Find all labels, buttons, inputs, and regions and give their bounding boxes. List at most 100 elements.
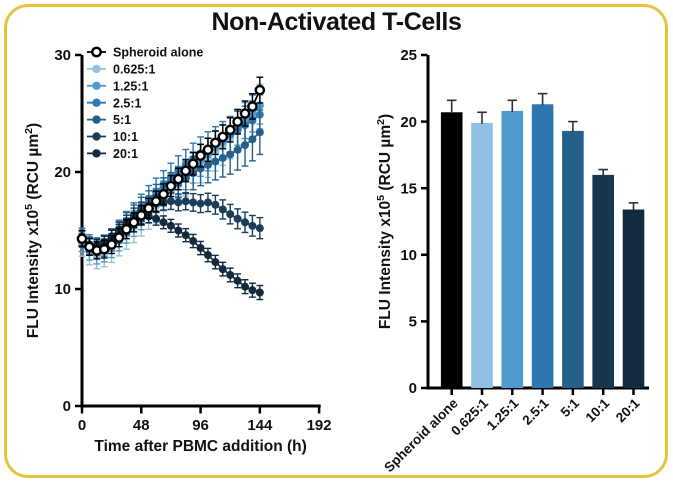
legend: Spheroid alone 0.625:1 1.25:1 2.5:1 5:1 10:1 2… bbox=[87, 46, 203, 161]
data-point bbox=[98, 243, 110, 255]
y-tick-label: 10 bbox=[54, 281, 71, 298]
category-label: 5:1 bbox=[558, 395, 583, 420]
data-point bbox=[189, 198, 198, 207]
data-point bbox=[218, 205, 227, 214]
data-point bbox=[174, 198, 183, 207]
data-point bbox=[226, 210, 235, 219]
data-point bbox=[241, 282, 250, 291]
data-point bbox=[181, 197, 190, 206]
legend-label: 1.25:1 bbox=[113, 79, 148, 93]
data-point bbox=[180, 165, 192, 177]
data-point bbox=[210, 137, 221, 149]
y-tick-label: 0 bbox=[409, 380, 417, 397]
data-point bbox=[106, 239, 117, 250]
y-tick-label: 20 bbox=[400, 114, 417, 131]
data-point bbox=[248, 286, 257, 295]
bar bbox=[501, 110, 524, 388]
data-point bbox=[158, 188, 169, 200]
data-point bbox=[174, 226, 183, 235]
legend-item-5:1: 5:1 bbox=[87, 113, 131, 127]
series-Spheroid alone bbox=[76, 76, 266, 260]
data-point bbox=[233, 214, 242, 223]
y-tick-label: 20 bbox=[54, 164, 71, 181]
bar bbox=[531, 104, 554, 388]
data-point bbox=[217, 131, 229, 143]
legend-marker-icon bbox=[92, 64, 101, 74]
bar-group-5:1: 5:1 bbox=[558, 120, 584, 420]
axes bbox=[80, 55, 321, 408]
data-point bbox=[255, 128, 264, 137]
y-axis-label: FLU Intensity x105 (RCU µm2) bbox=[23, 123, 42, 338]
bar bbox=[440, 112, 463, 388]
legend-marker-icon bbox=[92, 149, 101, 158]
data-point bbox=[232, 116, 243, 127]
data-point bbox=[224, 124, 236, 136]
endpoint-bar-chart: 0 5 10 15 20 25 FLU Intensity x105 (RCU µm2) Sp… bbox=[375, 47, 649, 475]
y-tick-label: 10 bbox=[400, 247, 417, 264]
category-label: 2.5:1 bbox=[519, 395, 552, 428]
x-tick-label: 96 bbox=[192, 417, 209, 434]
data-point bbox=[254, 84, 266, 96]
data-point bbox=[121, 224, 132, 235]
y-tick-label: 0 bbox=[63, 398, 71, 415]
data-point bbox=[248, 135, 257, 144]
data-point bbox=[173, 173, 184, 185]
data-point bbox=[150, 195, 162, 207]
data-point bbox=[165, 180, 177, 192]
data-point bbox=[196, 199, 205, 208]
data-point bbox=[255, 288, 264, 297]
data-point bbox=[159, 218, 168, 227]
legend-item-Spheroid alone: Spheroid alone bbox=[87, 46, 203, 60]
data-point bbox=[143, 202, 154, 214]
bar bbox=[622, 209, 645, 388]
figure-title: Non-Activated T-Cells bbox=[211, 8, 462, 36]
legend-marker-icon bbox=[92, 98, 101, 107]
data-point bbox=[233, 276, 242, 285]
data-point bbox=[211, 258, 220, 267]
bar bbox=[562, 130, 584, 388]
data-point bbox=[233, 145, 242, 154]
data-point bbox=[196, 244, 205, 253]
bar-group-20:1: 20:1 bbox=[613, 202, 645, 425]
legend-label: 20:1 bbox=[113, 147, 138, 161]
bar bbox=[592, 174, 614, 388]
category-label: 10:1 bbox=[583, 395, 613, 425]
legend-marker-icon bbox=[91, 46, 102, 58]
legend-item-10:1: 10:1 bbox=[87, 130, 138, 144]
data-point bbox=[187, 158, 199, 170]
category-label: Spheroid alone bbox=[381, 395, 461, 475]
legend-label: 5:1 bbox=[113, 113, 131, 127]
x-tick-label: 0 bbox=[78, 417, 86, 434]
legend-label: 0.625:1 bbox=[113, 63, 155, 77]
bar-plot-area: 0 5 10 15 20 25 FLU Intensity x105 (RCU µm2) Sp… bbox=[375, 47, 649, 475]
data-point bbox=[218, 265, 227, 274]
data-point bbox=[189, 237, 198, 246]
data-point bbox=[226, 150, 235, 159]
legend-marker-icon bbox=[92, 132, 101, 141]
legend-item-2.5:1: 2.5:1 bbox=[87, 96, 142, 110]
bar-group-2.5:1: 2.5:1 bbox=[519, 92, 554, 428]
data-point bbox=[203, 160, 212, 169]
legend-label: Spheroid alone bbox=[113, 46, 203, 60]
legend-item-20:1: 20:1 bbox=[87, 147, 138, 161]
legend-label: 10:1 bbox=[113, 130, 138, 144]
data-point bbox=[166, 221, 175, 230]
x-axis-label: Time after PBMC addition (h) bbox=[94, 438, 306, 455]
data-point bbox=[255, 224, 264, 233]
data-point bbox=[247, 101, 258, 112]
x-tick-label: 192 bbox=[307, 417, 332, 434]
data-point bbox=[195, 150, 206, 161]
legend-marker-icon bbox=[92, 81, 101, 91]
data-point bbox=[128, 217, 140, 228]
x-tick-label: 144 bbox=[247, 417, 273, 434]
data-point bbox=[152, 214, 161, 223]
y-tick-label: 25 bbox=[400, 47, 417, 64]
data-point bbox=[211, 200, 220, 209]
data-point bbox=[76, 233, 88, 244]
data-point bbox=[241, 141, 250, 150]
bar bbox=[471, 122, 493, 388]
y-axis-label: FLU Intensity x105 (RCU µm2) bbox=[375, 114, 394, 329]
data-point bbox=[211, 157, 220, 166]
y-tick-label: 30 bbox=[54, 47, 71, 64]
